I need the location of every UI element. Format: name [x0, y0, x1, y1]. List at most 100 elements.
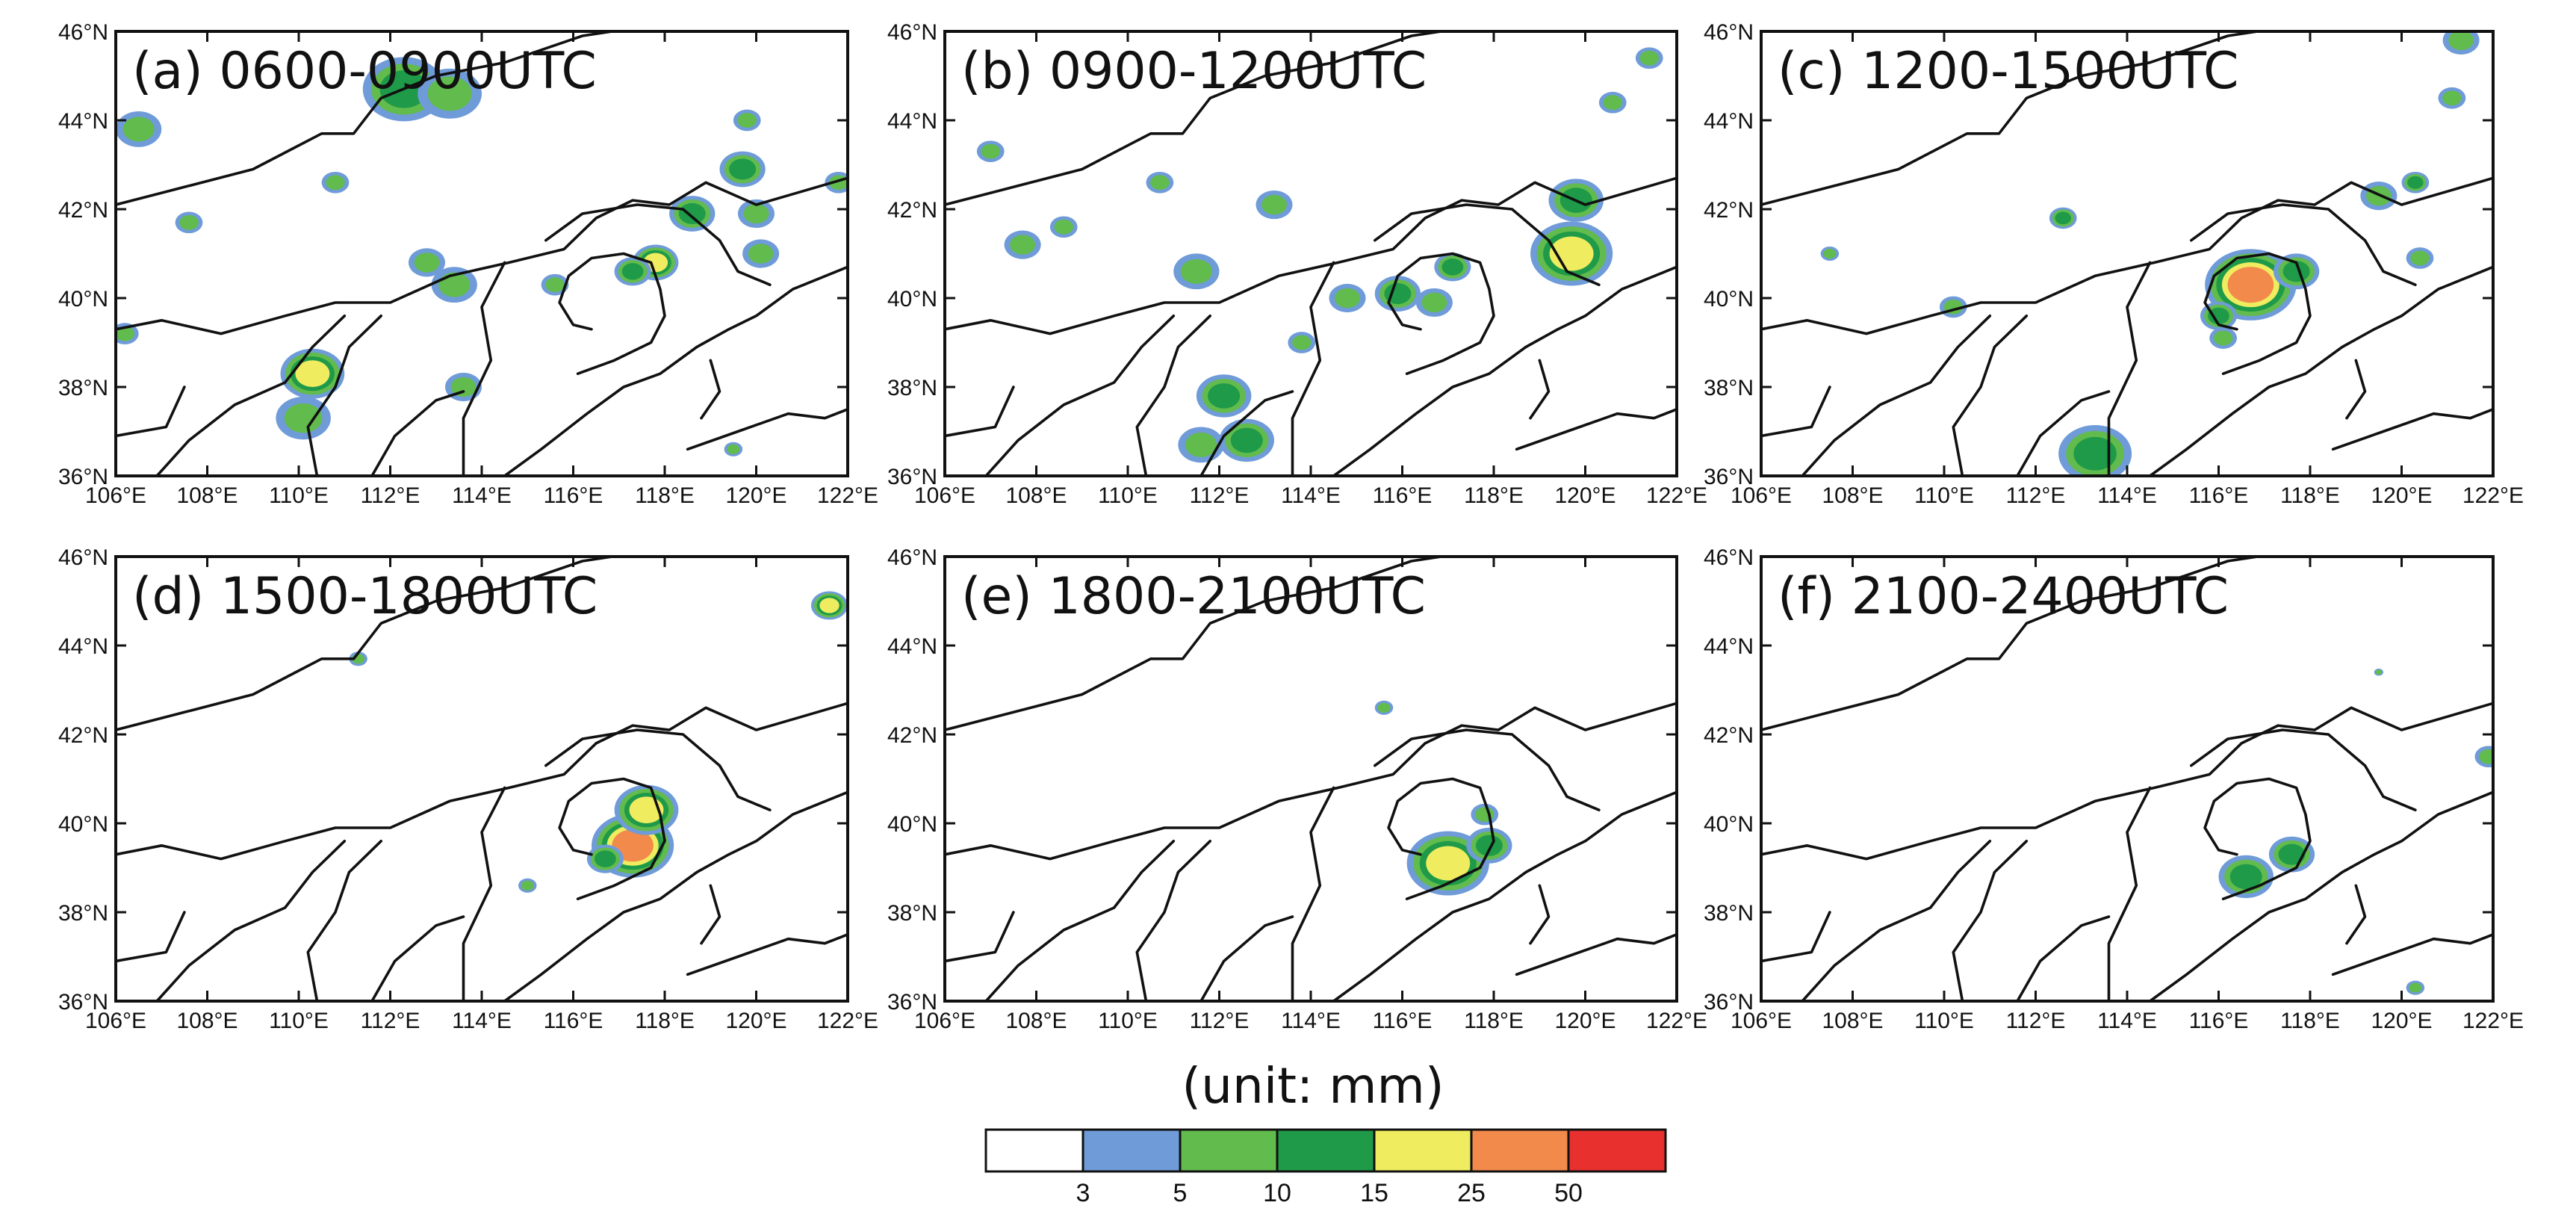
colorbar-box	[1470, 1128, 1570, 1173]
lon-tick-label: 120°E	[1554, 1009, 1616, 1033]
precip-cell	[2409, 982, 2422, 993]
precip-cell	[1230, 427, 1263, 453]
lat-tick-label: 36°N	[887, 465, 937, 489]
map-panel-c: 106°E 108°E 110°E 112°E 114°E 116°E 118°E 120°E…	[1704, 20, 2524, 508]
lat-tick-label: 42°N	[1704, 723, 1754, 748]
boundary-line	[1374, 728, 1601, 811]
precip-cell	[1441, 258, 1464, 276]
precip-cell	[1150, 175, 1170, 191]
precip-cell	[748, 244, 774, 264]
precip-cell	[621, 263, 644, 280]
colorbar-level-labels: 3 5 10 15 25 50	[1076, 1179, 1583, 1207]
lat-tick-label: 38°N	[58, 376, 108, 400]
boundary-line	[686, 408, 848, 451]
boundary-line	[116, 557, 621, 731]
axis-ticks: 106°E 108°E 110°E 112°E 114°E 116°E 118°E 120°E…	[1704, 545, 2524, 1033]
lon-tick-label: 118°E	[635, 483, 695, 508]
boundary-line	[1761, 557, 2267, 731]
lat-tick-label: 36°N	[58, 465, 108, 489]
map-panel-e: 106°E 108°E 110°E 112°E 114°E 116°E 118°E 120°E…	[887, 545, 1707, 1033]
boundary-line	[984, 840, 1176, 1001]
lat-tick-label: 46°N	[887, 20, 937, 45]
boundary-line	[116, 176, 848, 335]
precip-cell	[2375, 669, 2383, 675]
lon-tick-label: 122°E	[817, 483, 878, 508]
precip-cell	[1261, 194, 1287, 215]
lon-tick-label: 118°E	[2280, 1009, 2340, 1033]
precip-cells	[2218, 668, 2493, 995]
lon-tick-label: 116°E	[544, 483, 603, 508]
lon-tick-label: 112°E	[361, 1009, 420, 1033]
boundary-line	[1135, 315, 1211, 476]
lat-tick-label: 40°N	[887, 812, 937, 837]
lon-tick-label: 110°E	[1098, 1009, 1158, 1033]
lat-tick-label: 38°N	[887, 901, 937, 926]
boundary-line	[1761, 176, 2493, 335]
boundary-line	[1374, 203, 1601, 286]
precip-cell	[743, 203, 769, 224]
lat-tick-label: 42°N	[887, 723, 937, 748]
lon-tick-label: 110°E	[1098, 483, 1158, 508]
precip-cell	[2229, 864, 2262, 890]
lat-tick-label: 42°N	[887, 198, 937, 223]
boundary-line	[503, 790, 848, 1001]
boundary-line	[1135, 840, 1211, 1001]
precip-cells	[1820, 31, 2480, 476]
lon-tick-label: 114°E	[2097, 1009, 2157, 1033]
lat-tick-label: 40°N	[58, 812, 108, 837]
boundary-line	[686, 933, 848, 976]
lat-tick-label: 38°N	[1704, 376, 1754, 400]
boundary-line	[945, 386, 1015, 438]
precip-cell	[1010, 235, 1036, 255]
boundary-line	[945, 176, 1677, 335]
boundary-line	[2016, 915, 2111, 1001]
boundary-line	[1761, 702, 2493, 861]
lon-tick-label: 114°E	[1281, 483, 1341, 508]
lat-tick-label: 36°N	[1704, 465, 1754, 489]
boundary-line	[370, 390, 465, 476]
boundary-line	[462, 261, 506, 476]
boundary-line	[700, 884, 721, 945]
axis-ticks: 106°E 108°E 110°E 112°E 114°E 116°E 118°E 120°E…	[58, 545, 878, 1033]
lon-tick-label: 110°E	[269, 1009, 329, 1033]
boundary-line	[945, 911, 1015, 963]
precip-cell	[116, 326, 134, 341]
precip-cell	[2282, 261, 2310, 282]
panel-title: (e) 1800-2100UTC	[961, 567, 1426, 626]
boundary-line	[116, 702, 848, 861]
lon-tick-label: 122°E	[2462, 483, 2524, 508]
lon-tick-label: 112°E	[1190, 483, 1250, 508]
precip-cell	[2213, 330, 2233, 346]
axis-ticks: 106°E 108°E 110°E 112°E 114°E 116°E 118°E 120°E…	[887, 20, 1707, 508]
lat-tick-label: 44°N	[58, 109, 108, 134]
lon-tick-label: 106°E	[85, 483, 146, 508]
precip-cell	[427, 76, 472, 111]
boundary-line	[306, 840, 382, 1001]
colorbar-level-label: 15	[1360, 1179, 1388, 1207]
precip-cell	[729, 158, 757, 180]
boundary-line	[984, 315, 1176, 476]
lat-tick-label: 46°N	[887, 545, 937, 570]
precip-cell	[521, 880, 534, 891]
lon-tick-label: 106°E	[1731, 1009, 1792, 1033]
precip-cell	[678, 202, 706, 224]
lon-tick-label: 110°E	[1914, 483, 1974, 508]
panel-title: (f) 2100-2400UTC	[1778, 567, 2229, 626]
lon-tick-label: 120°E	[2371, 1009, 2432, 1033]
precip-cell	[179, 214, 199, 230]
lat-tick-label: 40°N	[1704, 812, 1754, 837]
lon-tick-label: 116°E	[1373, 483, 1433, 508]
lon-tick-label: 112°E	[361, 483, 420, 508]
boundary-line	[2190, 203, 2417, 286]
boundary-line	[1529, 884, 1551, 945]
colorbar-box	[1179, 1128, 1279, 1173]
lon-tick-label: 108°E	[1005, 1009, 1067, 1033]
boundary-line	[1952, 840, 2029, 1001]
precip-cell	[612, 829, 654, 862]
lat-tick-label: 42°N	[58, 723, 108, 748]
boundary-line	[1529, 359, 1551, 420]
colorbar-level-label: 50	[1554, 1179, 1583, 1207]
boundary-line	[1332, 790, 1677, 1001]
lat-tick-label: 44°N	[58, 634, 108, 659]
precip-cell	[2278, 843, 2306, 865]
